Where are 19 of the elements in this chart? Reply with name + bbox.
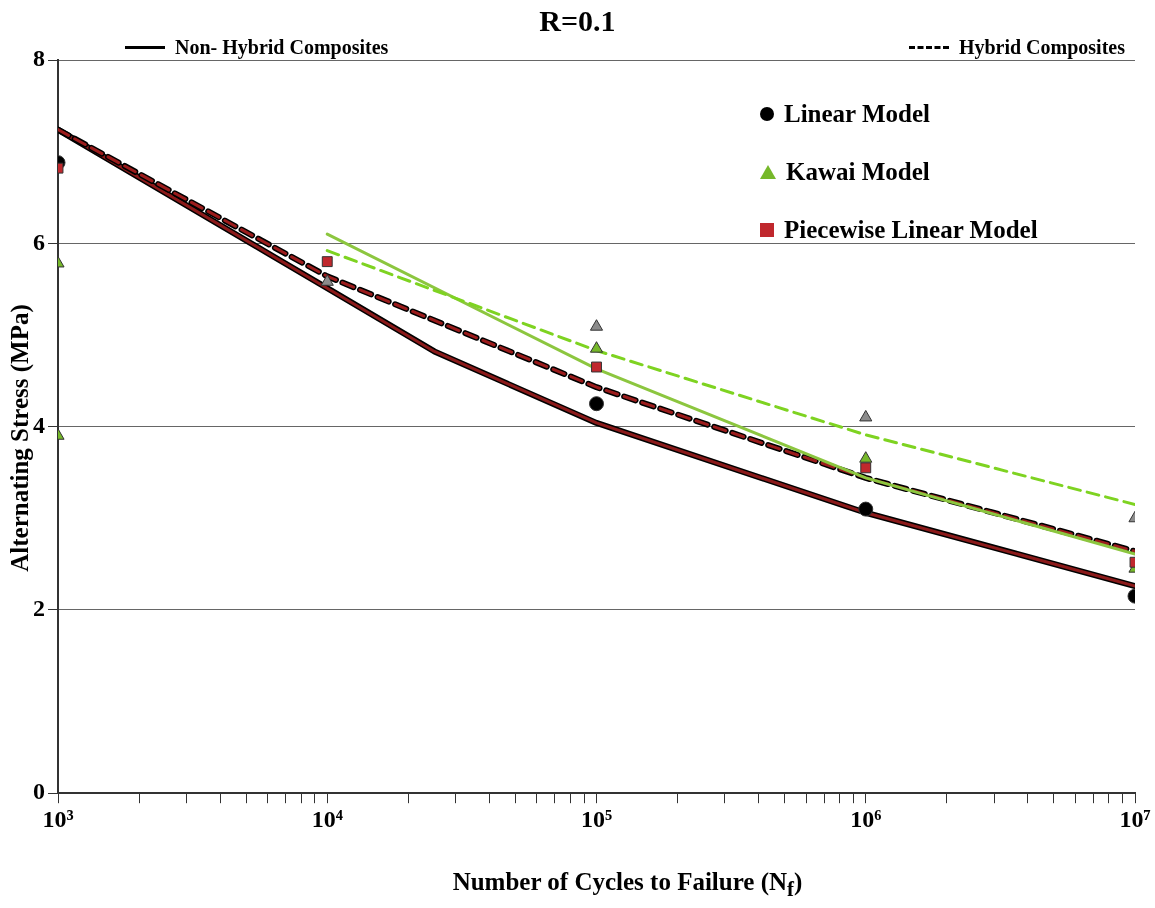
y-axis-title: Alternating Stress (MPa) [6, 303, 33, 574]
legend-label: Non- Hybrid Composites [175, 36, 389, 59]
y-tick-label: 0 [33, 778, 45, 805]
legend-label: Kawai Model [786, 158, 930, 186]
y-tick-label: 2 [33, 595, 45, 622]
x-tick-label: 10⁷ [1119, 805, 1151, 832]
legend-label: Linear Model [784, 100, 931, 128]
legend-label: Piecewise Linear Model [784, 216, 1038, 244]
x-tick-label: 10⁵ [580, 805, 613, 832]
legend-label: Hybrid Composites [958, 36, 1125, 59]
chart-title: R=0.1 [539, 4, 616, 37]
x-tick-label: 10⁶ [850, 805, 882, 832]
x-axis-title: Number of Cycles to Failure (N$_{f}$) [451, 868, 804, 902]
line-series [325, 249, 1135, 506]
y-tick-label: 6 [33, 228, 45, 255]
x-tick-label: 10³ [42, 805, 74, 832]
y-tick-label: 8 [33, 45, 45, 72]
y-tick-label: 4 [33, 411, 45, 438]
x-tick-label: 10⁴ [311, 805, 343, 832]
